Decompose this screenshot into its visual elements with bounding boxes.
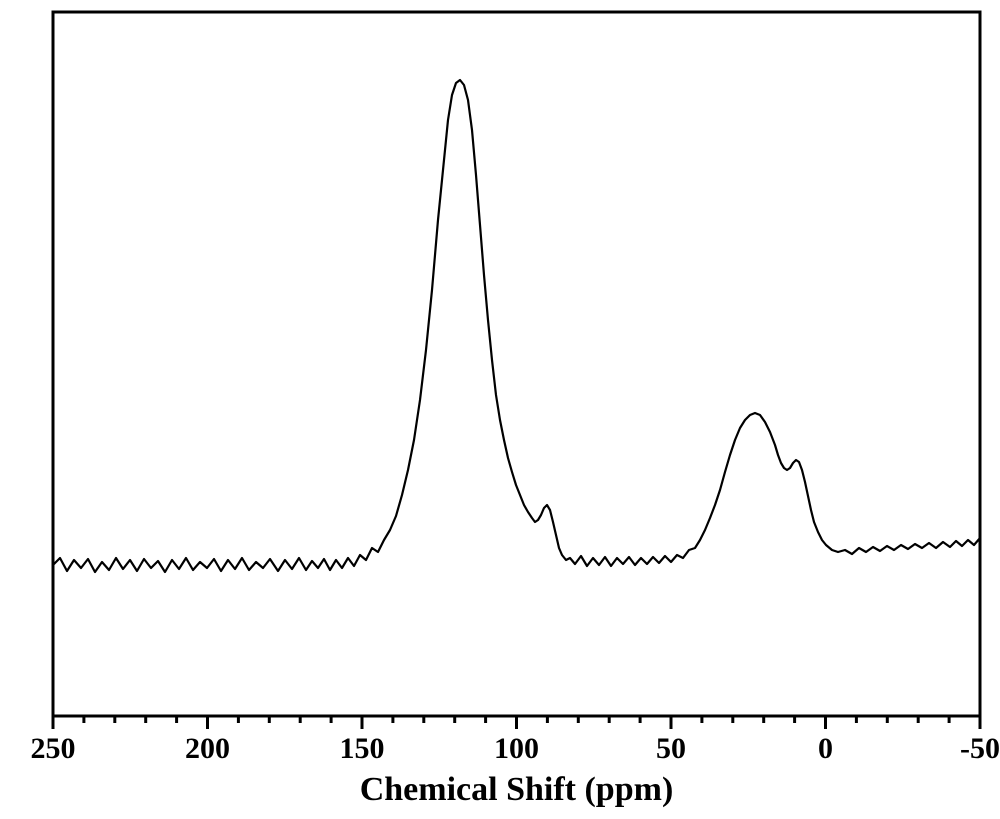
x-tick-label: -50 (960, 732, 1000, 765)
nmr-spectrum-chart: 250 200 150 100 50 0 -50 Chemical Shift (ppm) (0, 0, 1000, 819)
x-tick-label: 100 (494, 732, 539, 765)
x-tick-label: 50 (656, 732, 686, 765)
x-tick-label: 0 (818, 732, 833, 765)
x-axis-title: Chemical Shift (ppm) (360, 771, 674, 808)
x-tick-label: 200 (185, 732, 230, 765)
x-tick-label: 250 (31, 732, 76, 765)
x-tick-label: 150 (340, 732, 385, 765)
